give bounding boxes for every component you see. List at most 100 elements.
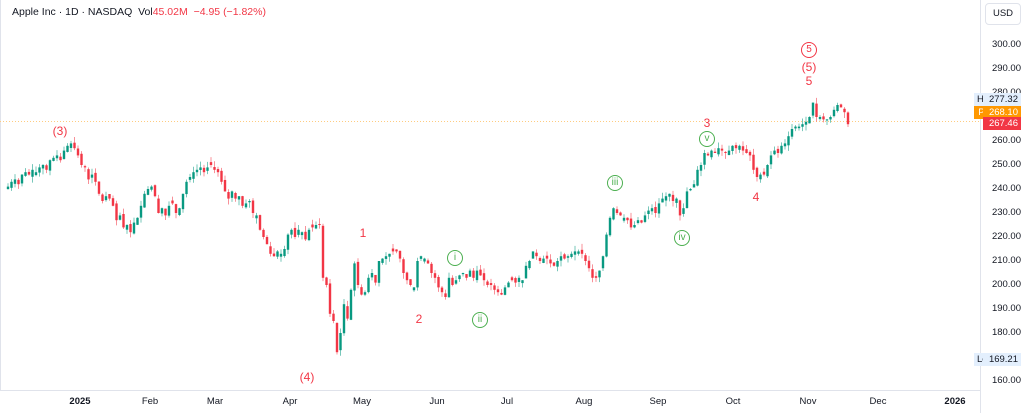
symbol-name[interactable]: Apple Inc [12, 6, 56, 18]
candle [185, 181, 188, 195]
candle [335, 322, 339, 353]
candle [535, 252, 538, 257]
candle [174, 204, 178, 213]
candle [591, 269, 594, 278]
candle [846, 112, 850, 125]
wave-label[interactable]: iv [674, 229, 690, 246]
candle [458, 275, 461, 280]
candle [703, 153, 706, 165]
candle [717, 148, 720, 155]
candle [59, 156, 62, 161]
candle [405, 272, 409, 281]
candle [150, 186, 153, 190]
candle [794, 126, 797, 129]
price-tick: 230.00 [991, 207, 1021, 218]
time-tick: Jun [429, 396, 445, 407]
wave-label[interactable]: (5) [801, 60, 817, 74]
candle [328, 283, 332, 314]
wave-label[interactable]: 5 [805, 74, 813, 88]
wave-label[interactable]: iii [607, 174, 623, 191]
candle [633, 225, 636, 228]
candle [521, 280, 524, 284]
time-tick: Feb [141, 396, 159, 407]
candle [689, 189, 692, 191]
candle [531, 251, 535, 259]
candle [580, 249, 584, 254]
candle [433, 273, 437, 278]
candle [332, 313, 335, 321]
candle [90, 174, 94, 178]
interval[interactable]: 1D [65, 6, 79, 18]
candle [528, 261, 531, 269]
candle [675, 198, 678, 203]
candle [318, 223, 321, 225]
exchange: NASDAQ [87, 6, 133, 18]
wave-label[interactable]: 2 [415, 312, 423, 326]
candle [181, 193, 185, 210]
wave-label[interactable]: (3) [52, 124, 68, 138]
candle [836, 105, 839, 112]
candlestick-chart[interactable] [0, 0, 980, 390]
candle [811, 102, 815, 116]
candle [437, 276, 440, 288]
candle [339, 333, 342, 351]
candle [489, 283, 493, 285]
candle [69, 143, 73, 148]
time-tick: Apr [282, 396, 298, 407]
candle [48, 160, 52, 171]
candle [479, 269, 482, 276]
candle [507, 282, 510, 288]
candle [370, 273, 374, 278]
candle [62, 150, 66, 159]
candle [346, 306, 349, 319]
candle [829, 117, 832, 120]
wave-label[interactable]: 5 [801, 41, 817, 58]
wave-label[interactable]: 1 [359, 226, 367, 240]
wave-label[interactable]: (4) [299, 370, 315, 384]
candle [759, 174, 762, 180]
candle [202, 167, 206, 173]
wave-label[interactable]: 4 [752, 190, 760, 204]
candle [762, 171, 766, 175]
candle [710, 150, 713, 158]
currency-button[interactable]: USD [985, 3, 1021, 25]
candle [129, 224, 132, 233]
candle [101, 194, 104, 201]
candle [395, 249, 398, 252]
price-change: −4.95 (−1.82%) [193, 6, 266, 18]
wave-circle-icon: i [447, 250, 463, 266]
candle [787, 136, 790, 146]
candle [381, 258, 384, 263]
candle [24, 172, 27, 176]
wave-label[interactable]: v [699, 130, 715, 147]
candle [241, 196, 244, 206]
candle [276, 251, 279, 257]
candle [647, 210, 650, 215]
high-tag-value: 277.32 [983, 93, 1021, 106]
candle [524, 265, 528, 279]
candle [626, 217, 629, 221]
wave-label[interactable]: i [447, 249, 463, 266]
candle [178, 208, 181, 216]
candle [272, 253, 276, 257]
candle [493, 285, 496, 290]
candle [503, 287, 507, 295]
candle [713, 151, 717, 153]
chart-area[interactable]: Apple Inc · 1D · NASDAQ Vol45.02M −4.95 … [0, 0, 980, 413]
time-tick: Jul [500, 396, 514, 407]
time-axis[interactable]: 2025 Feb Mar Apr May Jun Jul Aug Sep Oct Nov Dec 202… [0, 390, 980, 414]
price-axis[interactable]: USD 300.00 290.00 280.00 260.00 250.00 240.00… [980, 0, 1024, 413]
candle [566, 256, 570, 258]
wave-label[interactable]: 3 [703, 116, 711, 130]
candle [549, 259, 552, 264]
candle [293, 227, 297, 237]
candle [654, 206, 657, 213]
candle [573, 251, 577, 255]
candle [475, 270, 479, 281]
wave-circle-icon: ii [472, 312, 488, 328]
candle [706, 153, 710, 156]
price-tick: 280.00 [992, 87, 1021, 98]
candle [223, 179, 227, 192]
candle [790, 129, 794, 137]
wave-label[interactable]: ii [472, 311, 488, 328]
